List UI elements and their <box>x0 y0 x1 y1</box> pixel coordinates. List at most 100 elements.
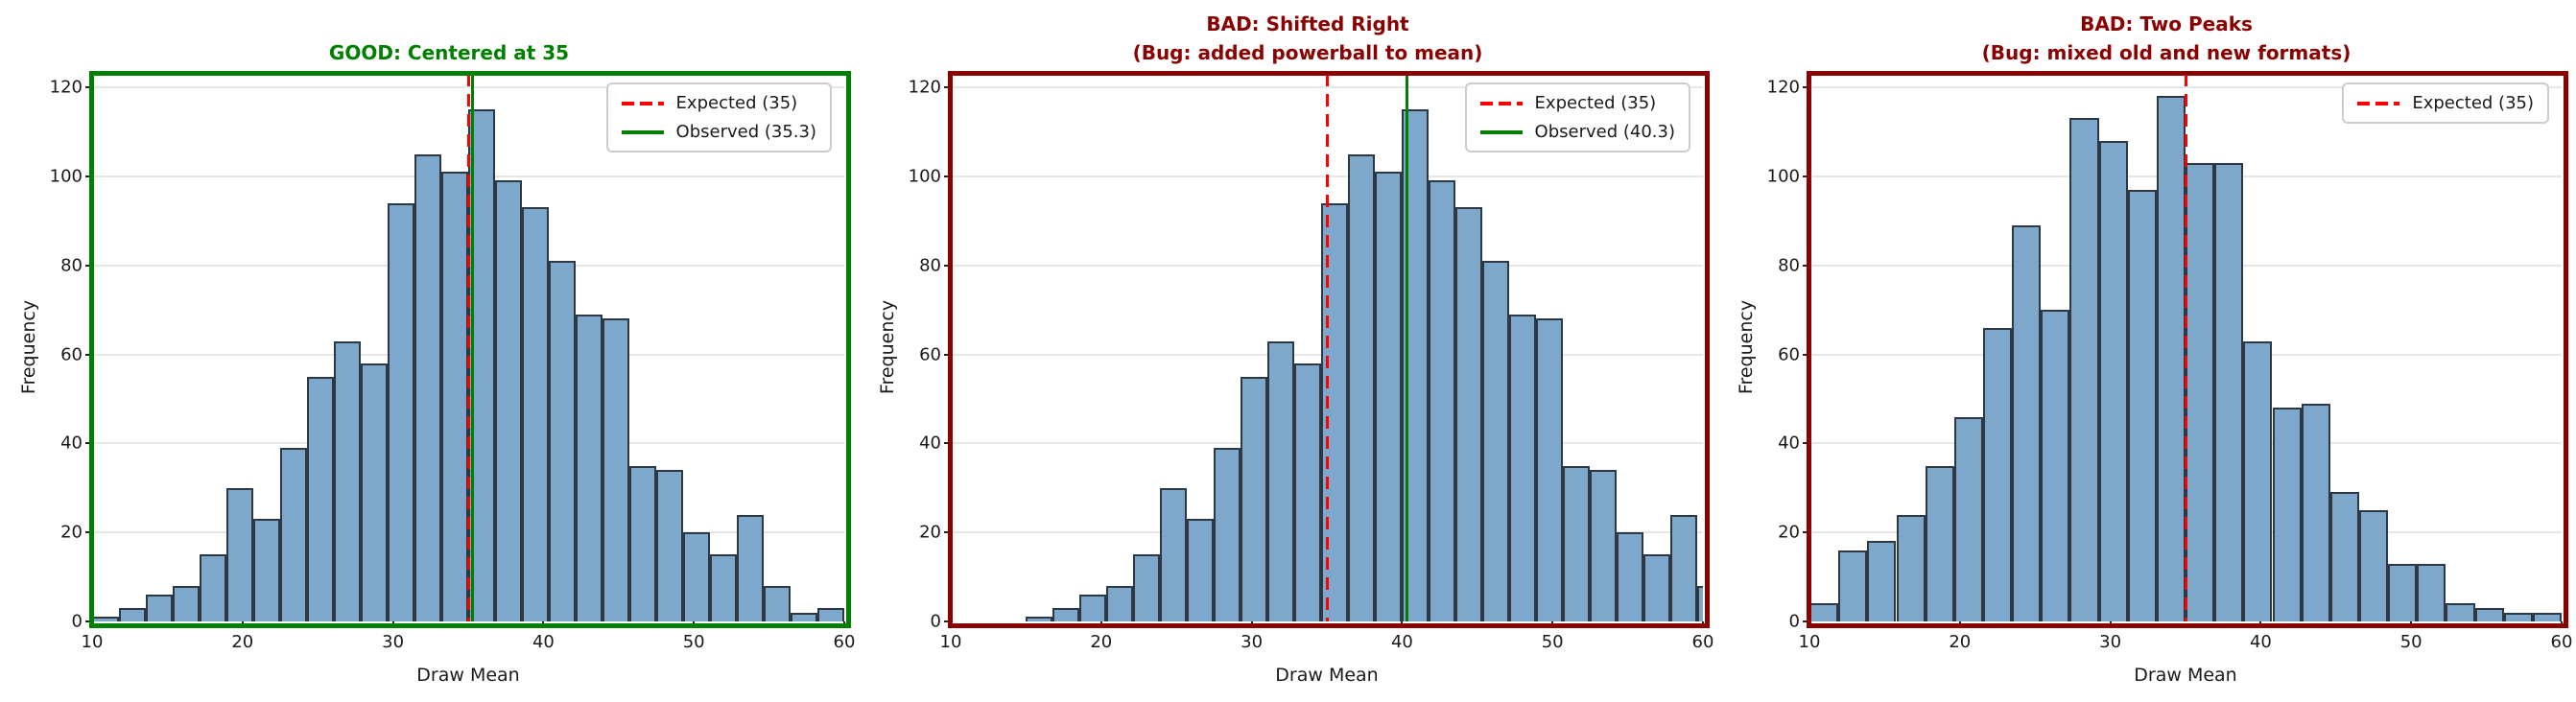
x-tick-mark <box>1401 621 1404 628</box>
y-tick-label: 120 <box>49 77 83 98</box>
legend-entry: Expected (35) <box>621 93 816 113</box>
histogram-bar <box>2041 310 2070 621</box>
x-tick-label: 20 <box>1949 632 1972 652</box>
histogram-bar <box>1348 153 1376 621</box>
x-tick-mark <box>950 621 952 628</box>
y-tick-mark <box>85 620 92 622</box>
y-tick-label: 60 <box>919 344 941 364</box>
x-tick-label: 40 <box>532 632 555 652</box>
y-tick-mark <box>85 531 92 534</box>
y-tick-mark <box>1803 531 1809 534</box>
x-tick-label: 20 <box>231 632 254 652</box>
histogram-bar <box>2156 96 2186 621</box>
histogram-bar <box>2012 224 2042 621</box>
histogram-bar <box>1670 514 1698 621</box>
y-tick-mark <box>85 85 92 88</box>
histogram-bar <box>656 470 683 621</box>
histogram-bar <box>1482 261 1510 621</box>
histogram-bar <box>2272 408 2302 621</box>
y-tick-label: 40 <box>919 433 941 454</box>
y-tick-mark <box>944 442 951 445</box>
expected-mean-line <box>1325 74 1329 621</box>
y-tick-mark <box>85 353 92 356</box>
plot-area <box>951 74 1703 621</box>
histogram-bar <box>1026 617 1053 621</box>
expected-mean-line <box>466 74 470 621</box>
chart-title-line: (Bug: added powerball to mean) <box>1132 41 1483 64</box>
y-tick-label: 80 <box>919 255 941 276</box>
legend-solid-line-icon <box>621 129 664 134</box>
y-tick-mark <box>85 175 92 177</box>
histogram-bar <box>2214 162 2244 621</box>
x-tick-mark <box>1702 621 1704 628</box>
histogram-bar <box>1241 376 1268 621</box>
y-tick-mark <box>944 264 951 267</box>
x-tick-mark <box>693 621 696 628</box>
histogram-bar <box>1106 585 1134 621</box>
x-tick-label: 50 <box>682 632 705 652</box>
legend-dashed-line-icon <box>621 101 664 105</box>
y-tick-label: 80 <box>60 255 83 276</box>
histogram-bar <box>280 448 307 621</box>
histogram-bar <box>817 608 844 621</box>
histogram-bar <box>2069 118 2099 621</box>
legend-entry: Observed (35.3) <box>621 122 816 142</box>
histogram-bar <box>1982 327 2013 621</box>
legend: Expected (35) Observed (35.3) <box>605 82 832 152</box>
histogram-bar <box>1925 465 1954 621</box>
y-tick-label: 40 <box>1778 433 1800 454</box>
histogram-bar <box>253 519 280 621</box>
x-tick-mark <box>2410 621 2413 628</box>
histogram-bar <box>1838 550 1868 621</box>
histogram-bar <box>414 153 441 621</box>
y-tick-mark <box>944 353 951 356</box>
y-tick-label: 20 <box>919 522 941 543</box>
x-axis-label: Draw Mean <box>1275 665 1379 686</box>
panel-good-centered: GOOD: Centered at 35 Draw Mean Frequency… <box>0 0 859 702</box>
y-tick-label: 100 <box>49 166 83 187</box>
x-tick-mark <box>1958 621 1961 628</box>
histogram-bar <box>146 595 173 621</box>
y-tick-label: 100 <box>1766 166 1800 187</box>
x-tick-label: 60 <box>2550 632 2573 652</box>
histogram-bar <box>1052 608 1080 621</box>
histogram-bar <box>1267 340 1295 621</box>
histogram-bar <box>2446 603 2475 621</box>
histogram-bar <box>603 318 629 621</box>
x-tick-mark <box>542 621 545 628</box>
y-tick-label: 80 <box>1778 255 1800 276</box>
histogram-bar <box>495 180 522 621</box>
histogram-bar <box>549 261 576 621</box>
y-tick-label: 0 <box>71 611 83 632</box>
histogram-bar <box>334 340 361 621</box>
x-tick-label: 40 <box>2249 632 2272 652</box>
histogram-bar <box>1214 448 1241 621</box>
x-tick-label: 60 <box>1691 632 1714 652</box>
panel-bad-shifted-right: BAD: Shifted Right (Bug: added powerball … <box>859 0 1717 702</box>
histogram-bar <box>92 617 119 621</box>
y-tick-mark <box>1803 85 1809 88</box>
legend: Expected (35) Observed (40.3) <box>1464 82 1690 152</box>
histogram-bar <box>710 554 737 621</box>
histogram-bar <box>119 608 146 621</box>
histogram-bar <box>1133 554 1161 621</box>
histogram-bar <box>764 585 791 621</box>
histogram-bar <box>1809 603 1839 621</box>
legend-entry: Expected (35) <box>2357 93 2534 113</box>
chart-title: GOOD: Centered at 35 <box>54 0 844 67</box>
chart-title-line: (Bug: mixed old and new formats) <box>1981 41 2351 64</box>
histogram-bar <box>1509 314 1537 621</box>
x-tick-mark <box>2259 621 2262 628</box>
y-tick-label: 120 <box>908 77 941 98</box>
histogram-bar <box>1294 363 1322 621</box>
x-tick-label: 40 <box>1390 632 1413 652</box>
legend-label: Expected (35) <box>1534 93 1657 113</box>
histogram-bar <box>522 207 549 621</box>
x-tick-mark <box>91 621 93 628</box>
y-tick-label: 100 <box>908 166 941 187</box>
y-tick-mark <box>1803 264 1809 267</box>
histogram-bar <box>1590 470 1618 621</box>
histogram-bar <box>1867 541 1897 621</box>
histogram-bar <box>1697 585 1703 621</box>
histogram-bar <box>1896 514 1926 621</box>
